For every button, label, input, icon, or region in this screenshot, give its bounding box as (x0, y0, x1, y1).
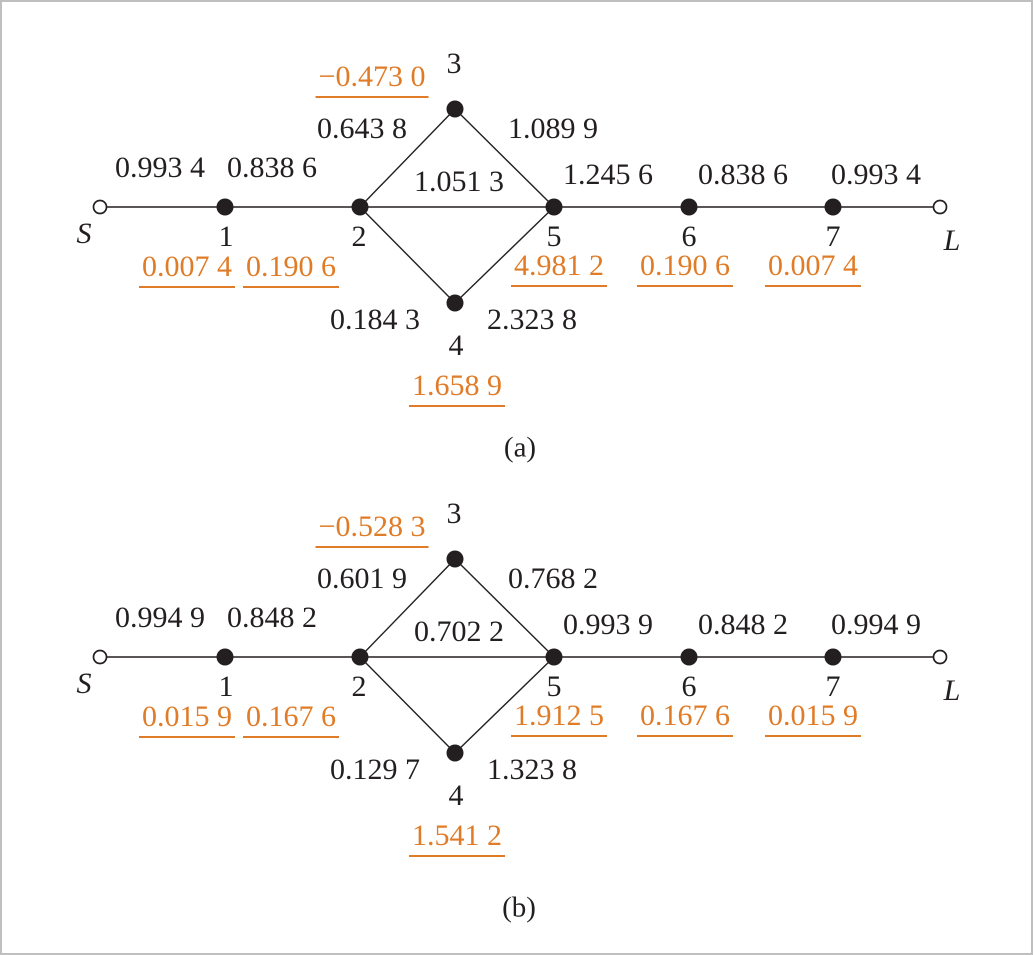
edge-label-5-6-a: 1.245 6 (563, 158, 653, 191)
edge-2-4-a (359, 206, 456, 304)
node-value-7-a: 0.007 4 (765, 251, 861, 287)
node-value-2-b: 0.167 6 (243, 702, 339, 738)
node-value-1-a: 0.007 4 (139, 252, 235, 288)
node-dot-3-b (446, 550, 464, 568)
node-dot-6-a (680, 198, 698, 216)
node-value-6-b: 0.167 6 (637, 701, 733, 737)
node-value-2-a: 0.190 6 (243, 252, 339, 288)
edge-label-2-3-b: 0.601 9 (317, 562, 407, 595)
edge-label-2-5-a: 1.051 3 (414, 165, 504, 198)
edge-label-S-1-b: 0.994 9 (115, 601, 205, 634)
node-dot-S-a (92, 199, 108, 215)
caption-b: (b) (502, 891, 536, 924)
node-label-2-a: 2 (351, 220, 367, 253)
edge-3-5-a (454, 108, 555, 208)
edge-label-7-L-a: 0.993 4 (831, 158, 921, 191)
node-label-2-b: 2 (351, 670, 367, 703)
node-dot-1-b (216, 648, 234, 666)
graph-a (92, 100, 948, 312)
edge-label-2-3-a: 0.643 8 (317, 112, 407, 145)
node-label-7-a: 7 (825, 220, 841, 253)
edge-label-6-7-b: 0.848 2 (698, 608, 788, 641)
edge-label-2-5-b: 0.702 2 (414, 615, 504, 648)
node-label-L-a: L (943, 224, 961, 257)
edge-label-1-2-a: 0.838 6 (227, 151, 317, 184)
edge-4-5-b (454, 656, 555, 754)
node-dot-7-b (824, 648, 842, 666)
graph-b (92, 550, 948, 762)
edge-label-4-5-a: 2.323 8 (487, 303, 577, 336)
node-dot-6-b (680, 648, 698, 666)
edge-label-7-L-b: 0.994 9 (831, 608, 921, 641)
node-label-1-b: 1 (218, 670, 234, 703)
node-value-3-a: −0.473 0 (315, 62, 429, 98)
node-dot-1-a (216, 198, 234, 216)
node-label-6-b: 6 (681, 670, 697, 703)
node-dot-5-b (545, 648, 563, 666)
edge-label-1-2-b: 0.848 2 (227, 601, 317, 634)
node-value-5-a: 4.981 2 (511, 251, 607, 287)
node-value-6-a: 0.190 6 (637, 251, 733, 287)
edge-label-4-5-b: 1.323 8 (487, 753, 577, 786)
node-label-3-b: 3 (446, 497, 462, 530)
edge-label-6-7-a: 0.838 6 (698, 158, 788, 191)
edge-3-5-b (454, 558, 555, 658)
node-value-4-b: 1.541 2 (409, 821, 505, 857)
edge-4-5-a (454, 206, 555, 304)
node-dot-3-a (446, 100, 464, 118)
node-dot-4-b (446, 744, 464, 762)
node-label-6-a: 6 (681, 220, 697, 253)
edge-2-3-a (359, 108, 456, 208)
node-label-5-b: 5 (546, 670, 562, 703)
node-label-4-b: 4 (448, 779, 464, 812)
edge-label-2-4-a: 0.184 3 (330, 303, 420, 336)
node-value-5-b: 1.912 5 (511, 701, 607, 737)
node-value-4-a: 1.658 9 (409, 371, 505, 407)
node-label-S-b: S (76, 667, 92, 700)
node-dot-L-b (932, 649, 948, 665)
node-dot-L-a (932, 199, 948, 215)
edge-label-3-5-b: 0.768 2 (508, 562, 598, 595)
node-value-3-b: −0.528 3 (315, 512, 429, 548)
node-label-L-b: L (943, 674, 961, 707)
edge-2-3-b (359, 558, 456, 658)
caption-a: (a) (503, 431, 537, 464)
node-dot-2-b (351, 648, 369, 666)
node-label-1-a: 1 (218, 220, 234, 253)
edge-label-3-5-a: 1.089 9 (508, 112, 598, 145)
node-label-5-a: 5 (546, 220, 562, 253)
node-dot-4-a (446, 294, 464, 312)
edge-label-5-6-b: 0.993 9 (563, 608, 653, 641)
node-dot-5-a (545, 198, 563, 216)
node-dot-2-a (351, 198, 369, 216)
node-label-4-a: 4 (448, 329, 464, 362)
node-value-1-b: 0.015 9 (139, 702, 235, 738)
edge-2-4-b (359, 656, 456, 754)
node-dot-S-b (92, 649, 108, 665)
edge-label-S-1-a: 0.993 4 (115, 151, 205, 184)
node-label-7-b: 7 (825, 670, 841, 703)
node-dot-7-a (824, 198, 842, 216)
node-label-S-a: S (76, 217, 92, 250)
node-label-3-a: 3 (446, 47, 462, 80)
node-value-7-b: 0.015 9 (765, 701, 861, 737)
edge-label-2-4-b: 0.129 7 (330, 753, 420, 786)
